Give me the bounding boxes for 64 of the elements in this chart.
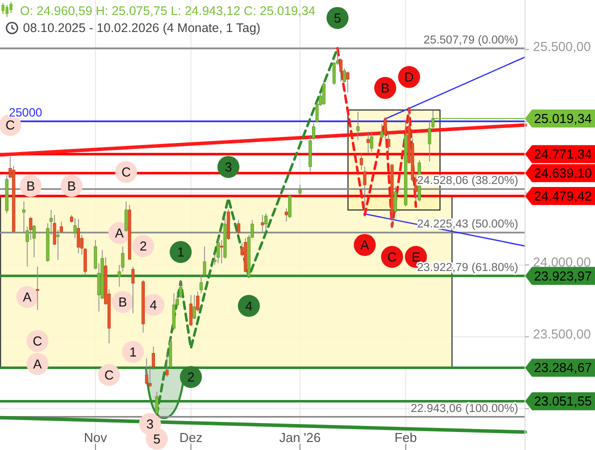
annotation: C	[32, 333, 42, 348]
ref-line-label: 25.019,34	[534, 110, 592, 126]
annotation: B	[380, 80, 390, 96]
annotation: 3	[146, 416, 154, 432]
annotation: 5	[153, 431, 160, 446]
annotation: C	[104, 368, 114, 382]
annotation: 4	[245, 298, 252, 314]
candlestick	[322, 81, 326, 106]
annotation: 3	[224, 159, 232, 174]
candlestick	[172, 292, 176, 330]
annotation: 25.507,79 (0.00%)	[424, 34, 518, 46]
x-tick-label: Nov	[84, 430, 108, 445]
x-tick-label: Jan '26	[279, 430, 321, 445]
ref-line-label: 24.771,34	[534, 146, 592, 162]
y-tick-label: 23.500,00	[533, 326, 591, 342]
candlestick	[192, 294, 196, 320]
candlestick	[264, 212, 268, 230]
annotation: 1	[177, 244, 184, 260]
candlestick	[284, 208, 288, 222]
y-tick-label: 25.500,00	[533, 38, 591, 54]
candlestick	[189, 294, 193, 326]
candlestick	[216, 236, 220, 264]
ref-line-label: 23.923,97	[534, 268, 592, 284]
candlestick	[124, 201, 128, 232]
x-tick-label: Dez	[179, 430, 202, 445]
candlestick	[370, 131, 374, 152]
candlestick	[155, 391, 158, 416]
candlestick	[144, 358, 148, 386]
candlestick	[220, 240, 224, 264]
annotation: E	[412, 249, 421, 264]
candlestick	[366, 131, 370, 154]
candlestick	[346, 71, 350, 94]
candlestick	[131, 266, 135, 314]
annotation: A	[33, 356, 42, 372]
annotation: A	[360, 237, 370, 252]
annotation: B	[67, 178, 76, 194]
x-tick-label: Feb	[394, 430, 417, 445]
candlestick	[165, 352, 169, 377]
candlestick	[356, 111, 360, 140]
annotation: D	[404, 70, 414, 85]
annotation: 1	[129, 344, 137, 360]
annotation: C	[387, 249, 397, 264]
annotation: 2	[140, 238, 147, 254]
candlestick	[36, 266, 40, 310]
annotation: 25000	[8, 105, 43, 120]
annotation: 22.943,06 (100.00%)	[410, 402, 518, 415]
annotation: C	[6, 118, 15, 132]
text: 08.10.2025 - 10.02.2026 (4 Monate, 1 Tag)	[23, 21, 260, 35]
annotation: 4	[150, 297, 158, 312]
annotation: A	[22, 289, 32, 304]
annotation: B	[118, 294, 128, 310]
ref-line-label: 24.639,10	[534, 166, 592, 181]
annotation: A	[114, 225, 124, 240]
ref-line-label: 23.051,55	[534, 394, 592, 409]
ref-line-label: 24.479,42	[534, 188, 592, 204]
candlestick	[288, 194, 292, 219]
chart-title: O: 24.960,59 H: 25.075,75 L: 24.943,12 C: 25.019,34	[20, 4, 316, 18]
y-tick-label: 24.000,00	[533, 254, 591, 270]
annotation: B	[26, 178, 36, 194]
annotation: 5	[334, 10, 342, 26]
annotation: 2	[187, 370, 195, 385]
annotation: C	[121, 164, 131, 180]
candlestick	[360, 152, 363, 170]
ref-line-label: 23.284,67	[534, 360, 592, 376]
